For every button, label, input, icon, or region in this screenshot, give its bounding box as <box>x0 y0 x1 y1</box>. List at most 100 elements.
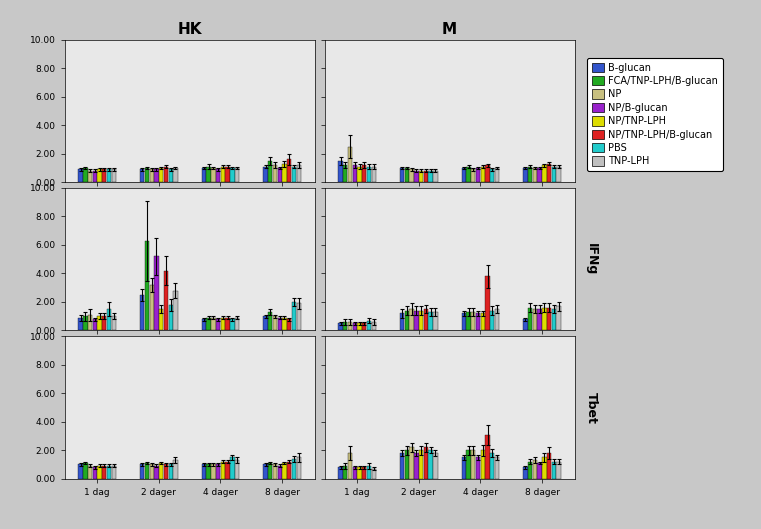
Bar <box>414 311 419 331</box>
Bar <box>154 466 158 479</box>
Bar <box>533 309 537 331</box>
Bar <box>462 168 466 182</box>
Bar <box>168 169 173 182</box>
Bar <box>268 463 272 479</box>
Bar <box>263 167 268 182</box>
Bar <box>278 466 282 479</box>
Bar <box>221 167 225 182</box>
Bar <box>291 167 296 182</box>
Bar <box>282 317 287 331</box>
Bar <box>287 462 291 479</box>
Bar <box>212 464 215 479</box>
Bar <box>481 167 485 182</box>
Bar <box>409 448 414 479</box>
Bar <box>291 459 296 479</box>
Bar <box>358 323 361 331</box>
Bar <box>107 309 111 331</box>
Bar <box>433 453 438 479</box>
Bar <box>466 312 471 331</box>
Bar <box>352 323 357 331</box>
Bar <box>88 315 92 331</box>
Bar <box>78 169 83 182</box>
Bar <box>154 169 158 182</box>
Bar <box>159 168 164 182</box>
Bar <box>154 257 158 331</box>
Bar <box>371 322 376 331</box>
Bar <box>400 168 404 182</box>
Bar <box>97 169 102 182</box>
Bar <box>419 171 423 182</box>
Bar <box>112 466 116 479</box>
Bar <box>462 458 466 479</box>
Bar <box>78 464 83 479</box>
Bar <box>272 316 277 331</box>
Bar <box>268 312 272 331</box>
Bar <box>97 466 102 479</box>
Bar <box>88 171 92 182</box>
Bar <box>202 319 206 331</box>
Bar <box>471 312 476 331</box>
Bar <box>552 167 556 182</box>
Bar <box>414 171 419 182</box>
Bar <box>339 161 342 182</box>
Bar <box>362 165 367 182</box>
Bar <box>164 271 168 331</box>
Bar <box>352 467 357 479</box>
Bar <box>371 469 376 479</box>
Bar <box>486 165 489 182</box>
Bar <box>278 168 282 182</box>
Bar <box>537 309 542 331</box>
Bar <box>140 464 145 479</box>
Bar <box>83 463 88 479</box>
Bar <box>230 458 234 479</box>
Bar <box>102 316 107 331</box>
Bar <box>206 464 211 479</box>
Bar <box>400 313 404 331</box>
Bar <box>145 241 149 331</box>
Bar <box>419 311 423 331</box>
Bar <box>230 168 234 182</box>
Title: HK: HK <box>177 22 202 37</box>
Bar <box>543 165 546 182</box>
Bar <box>471 169 476 182</box>
Bar <box>367 466 371 479</box>
Bar <box>168 305 173 331</box>
Bar <box>212 317 215 331</box>
Bar <box>272 464 277 479</box>
Bar <box>221 317 225 331</box>
Bar <box>112 316 116 331</box>
Bar <box>278 317 282 331</box>
Bar <box>291 302 296 331</box>
Bar <box>528 167 533 182</box>
Bar <box>140 295 145 331</box>
Bar <box>409 169 414 182</box>
Bar <box>428 171 433 182</box>
Bar <box>263 316 268 331</box>
Bar <box>221 462 225 479</box>
Bar <box>282 463 287 479</box>
Bar <box>486 276 489 331</box>
Bar <box>235 168 239 182</box>
Bar <box>235 460 239 479</box>
Bar <box>174 290 177 331</box>
Bar <box>495 168 499 182</box>
Bar <box>466 450 471 479</box>
Bar <box>88 466 92 479</box>
Bar <box>547 453 551 479</box>
Bar <box>339 323 342 331</box>
Bar <box>174 460 177 479</box>
Bar <box>102 169 107 182</box>
Bar <box>367 167 371 182</box>
Bar <box>543 458 546 479</box>
Bar <box>268 161 272 182</box>
Bar <box>216 169 220 182</box>
Bar <box>409 309 414 331</box>
Bar <box>466 167 471 182</box>
Bar <box>230 319 234 331</box>
Bar <box>481 450 485 479</box>
Bar <box>495 309 499 331</box>
Bar <box>164 167 168 182</box>
Bar <box>556 462 561 479</box>
Bar <box>206 167 211 182</box>
Bar <box>433 171 438 182</box>
